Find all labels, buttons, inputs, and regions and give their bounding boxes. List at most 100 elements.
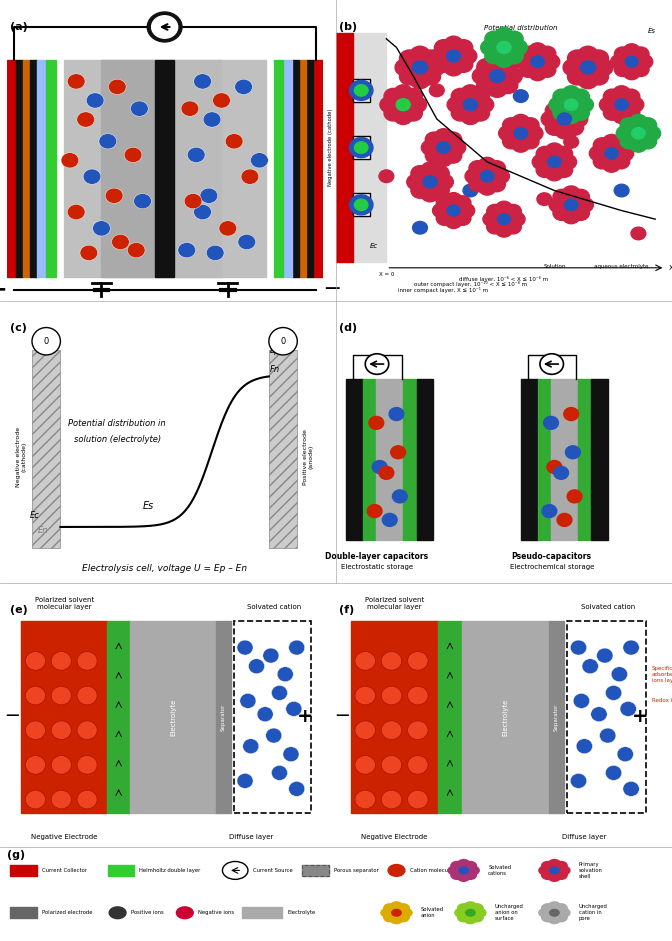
Circle shape [487,204,503,218]
Text: Solvated
cations: Solvated cations [488,865,511,876]
Circle shape [411,166,429,182]
Circle shape [243,739,259,754]
Circle shape [410,72,430,88]
Text: Specifically
adsorbed
ions layer: Specifically adsorbed ions layer [652,666,672,682]
Bar [306,59,313,278]
Circle shape [26,721,46,740]
Circle shape [550,909,559,917]
Bar [174,59,222,278]
Text: Diffuse layer: Diffuse layer [562,835,607,840]
Circle shape [509,40,528,56]
Circle shape [263,648,279,663]
Circle shape [605,148,618,159]
Circle shape [616,146,634,161]
Circle shape [548,872,560,882]
Bar [353,136,370,159]
Circle shape [388,865,405,876]
Circle shape [488,161,505,176]
Text: Es: Es [648,28,656,34]
Circle shape [542,504,556,518]
Circle shape [459,868,468,873]
Circle shape [550,868,559,873]
Circle shape [109,907,126,918]
Circle shape [26,686,46,705]
Circle shape [480,40,499,56]
Circle shape [555,123,574,139]
Circle shape [553,189,571,204]
Circle shape [249,659,265,674]
Text: +: + [632,708,648,726]
Circle shape [553,105,571,120]
Circle shape [531,56,544,68]
Circle shape [83,169,101,184]
Bar [108,865,134,876]
Circle shape [591,707,607,722]
Circle shape [444,36,463,52]
Circle shape [51,721,71,740]
Circle shape [605,765,622,780]
Text: Uncharged
anion on
surface: Uncharged anion on surface [495,904,523,921]
Text: Negative Electrode: Negative Electrode [362,835,427,840]
Text: Current Source: Current Source [253,868,293,873]
Circle shape [425,149,443,163]
Circle shape [181,101,199,117]
Circle shape [237,640,253,655]
Circle shape [454,211,471,225]
Circle shape [492,168,509,183]
Circle shape [152,16,177,39]
Text: (g): (g) [7,850,25,860]
Circle shape [390,901,403,911]
Circle shape [380,97,398,113]
Text: Solvated cation: Solvated cation [247,604,301,611]
Circle shape [529,66,546,81]
Circle shape [446,193,462,207]
Bar [269,350,297,549]
Circle shape [240,694,256,709]
Circle shape [564,407,579,421]
Circle shape [421,68,441,85]
Circle shape [461,85,480,101]
Circle shape [271,685,288,700]
Circle shape [499,126,516,141]
Bar [462,621,549,813]
Circle shape [576,739,593,754]
Circle shape [490,70,505,83]
Circle shape [495,52,513,67]
Circle shape [458,859,470,869]
Circle shape [620,118,638,133]
Circle shape [549,97,566,112]
Circle shape [612,667,628,681]
Circle shape [542,913,554,921]
Bar [376,378,403,540]
Text: aqueous electrolyte: aqueous electrolyte [594,263,649,269]
Circle shape [471,904,483,913]
Circle shape [538,62,556,77]
Circle shape [571,774,587,789]
Bar [521,378,538,540]
Circle shape [77,651,97,670]
Circle shape [458,48,477,64]
Circle shape [381,721,402,740]
Circle shape [464,870,476,879]
Circle shape [537,193,552,205]
Circle shape [589,146,607,161]
Circle shape [251,152,268,167]
Circle shape [498,58,518,75]
Circle shape [476,58,497,75]
Circle shape [431,183,449,199]
Circle shape [238,234,255,249]
Circle shape [539,908,551,917]
Circle shape [564,136,579,148]
Circle shape [615,99,628,110]
Circle shape [487,81,507,97]
Circle shape [565,446,581,459]
Circle shape [381,651,402,670]
Circle shape [458,872,470,882]
Text: Negative ions: Negative ions [198,910,235,916]
Circle shape [421,50,441,67]
Text: En: En [38,526,48,535]
Circle shape [77,112,95,127]
Bar [23,59,30,278]
Circle shape [497,214,511,225]
Circle shape [354,85,368,96]
